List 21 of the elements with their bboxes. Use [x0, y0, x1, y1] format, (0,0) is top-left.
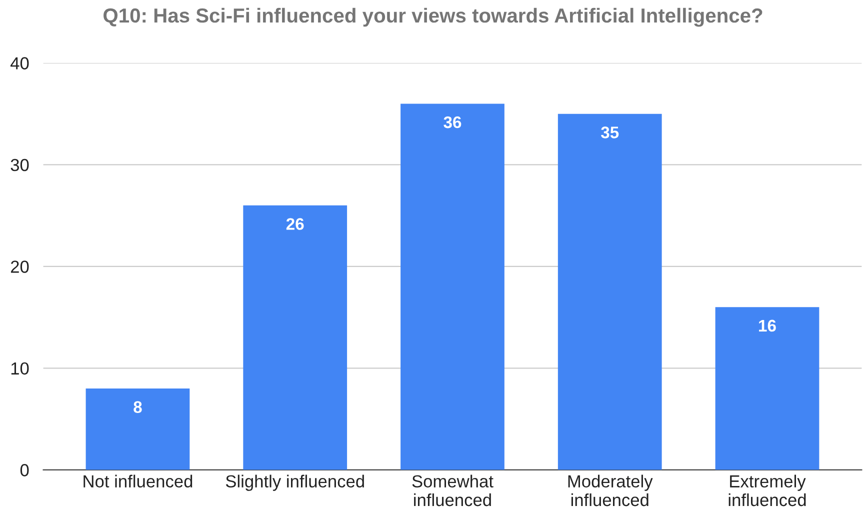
y-tick-label: 0 — [20, 464, 29, 476]
bar — [558, 114, 662, 470]
data-label: 36 — [444, 116, 462, 128]
data-label: 26 — [286, 218, 304, 230]
bar — [400, 104, 504, 470]
x-tick-label: Moderately influenced — [568, 474, 653, 506]
chart-title: Q10: Has Sci-Fi influenced your views towards Artificial Intelligence? — [104, 8, 762, 27]
bar — [86, 388, 190, 470]
bar — [715, 307, 820, 470]
data-label: 8 — [134, 401, 142, 413]
bar — [243, 205, 348, 470]
y-tick-label: 10 — [11, 362, 29, 375]
data-label: 35 — [600, 126, 619, 138]
x-tick-label: Somewhat influenced — [412, 474, 494, 506]
y-tick-label: 30 — [10, 158, 29, 172]
x-tick-label: Extremely influenced — [728, 474, 806, 506]
x-tick-label: Slightly influenced — [226, 474, 364, 491]
y-tick-label: 40 — [10, 57, 29, 70]
y-tick-label: 20 — [10, 260, 29, 273]
data-label: 16 — [759, 320, 776, 332]
x-tick-label: Not influenced — [84, 474, 192, 488]
